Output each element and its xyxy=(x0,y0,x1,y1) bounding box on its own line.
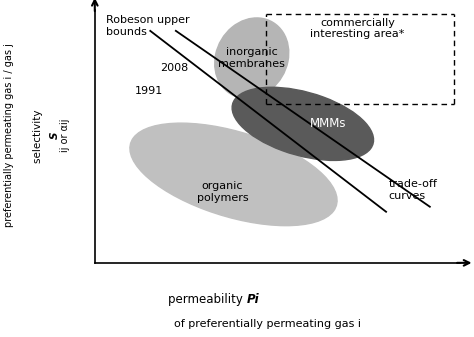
Text: 1991: 1991 xyxy=(135,86,163,96)
Text: inorganic
membranes: inorganic membranes xyxy=(219,47,285,69)
Ellipse shape xyxy=(130,123,337,226)
Text: trade-off
curves: trade-off curves xyxy=(389,179,438,201)
Text: 2008: 2008 xyxy=(161,63,189,73)
Text: S: S xyxy=(49,131,60,139)
Text: permeability: permeability xyxy=(168,294,246,306)
Text: preferentially permeating gas i / gas j: preferentially permeating gas i / gas j xyxy=(4,43,15,227)
Text: ij or αij: ij or αij xyxy=(60,118,71,152)
Ellipse shape xyxy=(215,18,289,98)
Text: selectivity: selectivity xyxy=(33,106,43,163)
Ellipse shape xyxy=(232,87,374,160)
Text: organic
polymers: organic polymers xyxy=(197,181,248,203)
Text: Robeson upper
bounds: Robeson upper bounds xyxy=(106,15,190,37)
Text: commercially
interesting area*: commercially interesting area* xyxy=(310,18,405,39)
Text: MMMs: MMMs xyxy=(310,117,346,130)
Text: of preferentially permeating gas i: of preferentially permeating gas i xyxy=(174,318,361,329)
Text: Pi: Pi xyxy=(246,294,259,306)
